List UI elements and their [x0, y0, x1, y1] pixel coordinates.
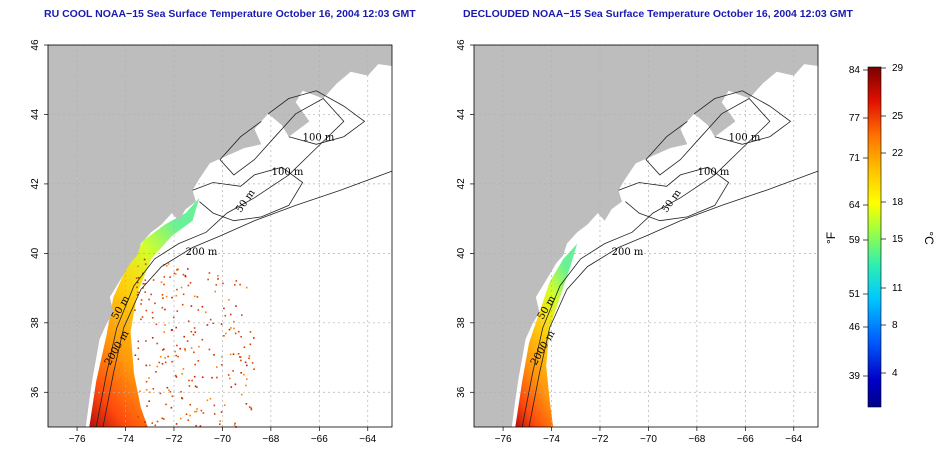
fahrenheit-tick-label: 46 — [849, 322, 861, 333]
x-tick-label: −70 — [640, 434, 657, 445]
x-tick-label: −74 — [543, 434, 560, 445]
x-tick-label: −68 — [688, 434, 705, 445]
left-panel-title: RU COOL NOAA−15 Sea Surface Temperature … — [44, 8, 416, 20]
x-tick-label: −66 — [311, 434, 328, 445]
sst-field — [89, 197, 200, 427]
map-frame — [473, 44, 819, 428]
fahrenheit-tick-label: 51 — [849, 289, 861, 300]
y-tick-label: 44 — [456, 108, 467, 120]
colorbar — [867, 66, 882, 408]
y-tick-label: 42 — [30, 178, 41, 190]
isobath-line — [95, 97, 345, 428]
isobath-label: 200 m — [186, 247, 218, 258]
fahrenheit-tick-label: 84 — [849, 65, 861, 76]
axis-ticks: −76 −74 −72 −70 −68 −66 −64 36 38 40 42 44 46 — [456, 39, 803, 445]
axis-ticks: −76 −74 −72 −70 −68 −66 −64 36 38 40 42 44 46 — [30, 39, 377, 445]
isobath-label: 100 m — [272, 167, 304, 178]
fahrenheit-unit-label: °F — [824, 232, 838, 244]
celsius-tick-label: 8 — [892, 320, 898, 331]
y-tick-label: 38 — [30, 317, 41, 329]
isobath-line — [267, 90, 366, 145]
y-tick-label: 46 — [30, 39, 41, 51]
land-mass — [48, 45, 392, 427]
y-tick-label: 42 — [456, 178, 467, 190]
y-tick-label: 40 — [30, 247, 41, 259]
celsius-tick-label: 25 — [892, 111, 904, 122]
x-tick-label: −66 — [737, 434, 754, 445]
graticule — [474, 44, 818, 427]
x-tick-label: −76 — [495, 434, 512, 445]
isobath-label: 100 m — [303, 133, 335, 144]
isobath-line — [102, 170, 393, 428]
celsius-tick-label: 15 — [892, 234, 904, 245]
fahrenheit-tick-label: 71 — [849, 153, 861, 164]
x-tick-label: −68 — [262, 434, 279, 445]
x-tick-label: −74 — [117, 434, 134, 445]
isobath-label: 100 m — [729, 133, 761, 144]
celsius-tick-label: 18 — [892, 197, 904, 208]
fahrenheit-tick-label: 39 — [849, 371, 861, 382]
x-tick-label: −64 — [359, 434, 376, 445]
land-mass — [474, 45, 818, 427]
fahrenheit-tick-label: 59 — [849, 235, 861, 246]
x-tick-label: −64 — [785, 434, 802, 445]
isobath-label: 200 m — [612, 247, 644, 258]
y-tick-label: 44 — [30, 108, 41, 120]
y-tick-label: 38 — [456, 317, 467, 329]
celsius-unit-label: °C — [922, 231, 936, 245]
celsius-tick-label: 11 — [892, 283, 903, 294]
celsius-tick-label: 22 — [892, 148, 904, 159]
right-panel-title: DECLOUDED NOAA−15 Sea Surface Temperatur… — [463, 8, 853, 20]
isobath-line — [192, 166, 304, 222]
isobath-line — [528, 170, 819, 428]
x-tick-label: −70 — [214, 434, 231, 445]
isobath-line — [618, 166, 730, 222]
x-tick-label: −76 — [69, 434, 86, 445]
isobath-line — [521, 97, 771, 428]
y-tick-label: 40 — [456, 247, 467, 259]
y-tick-label: 36 — [30, 386, 41, 398]
isobath-line — [693, 90, 792, 145]
celsius-tick-label: 4 — [892, 368, 898, 379]
x-tick-label: −72 — [165, 434, 182, 445]
celsius-tick-label: 29 — [892, 63, 904, 74]
isobath-label: 100 m — [698, 167, 730, 178]
y-tick-label: 46 — [456, 39, 467, 51]
y-tick-label: 36 — [456, 386, 467, 398]
fahrenheit-tick-label: 77 — [849, 113, 861, 124]
fahrenheit-tick-label: 64 — [849, 200, 861, 211]
x-tick-label: −72 — [591, 434, 608, 445]
map-frame — [47, 44, 393, 428]
